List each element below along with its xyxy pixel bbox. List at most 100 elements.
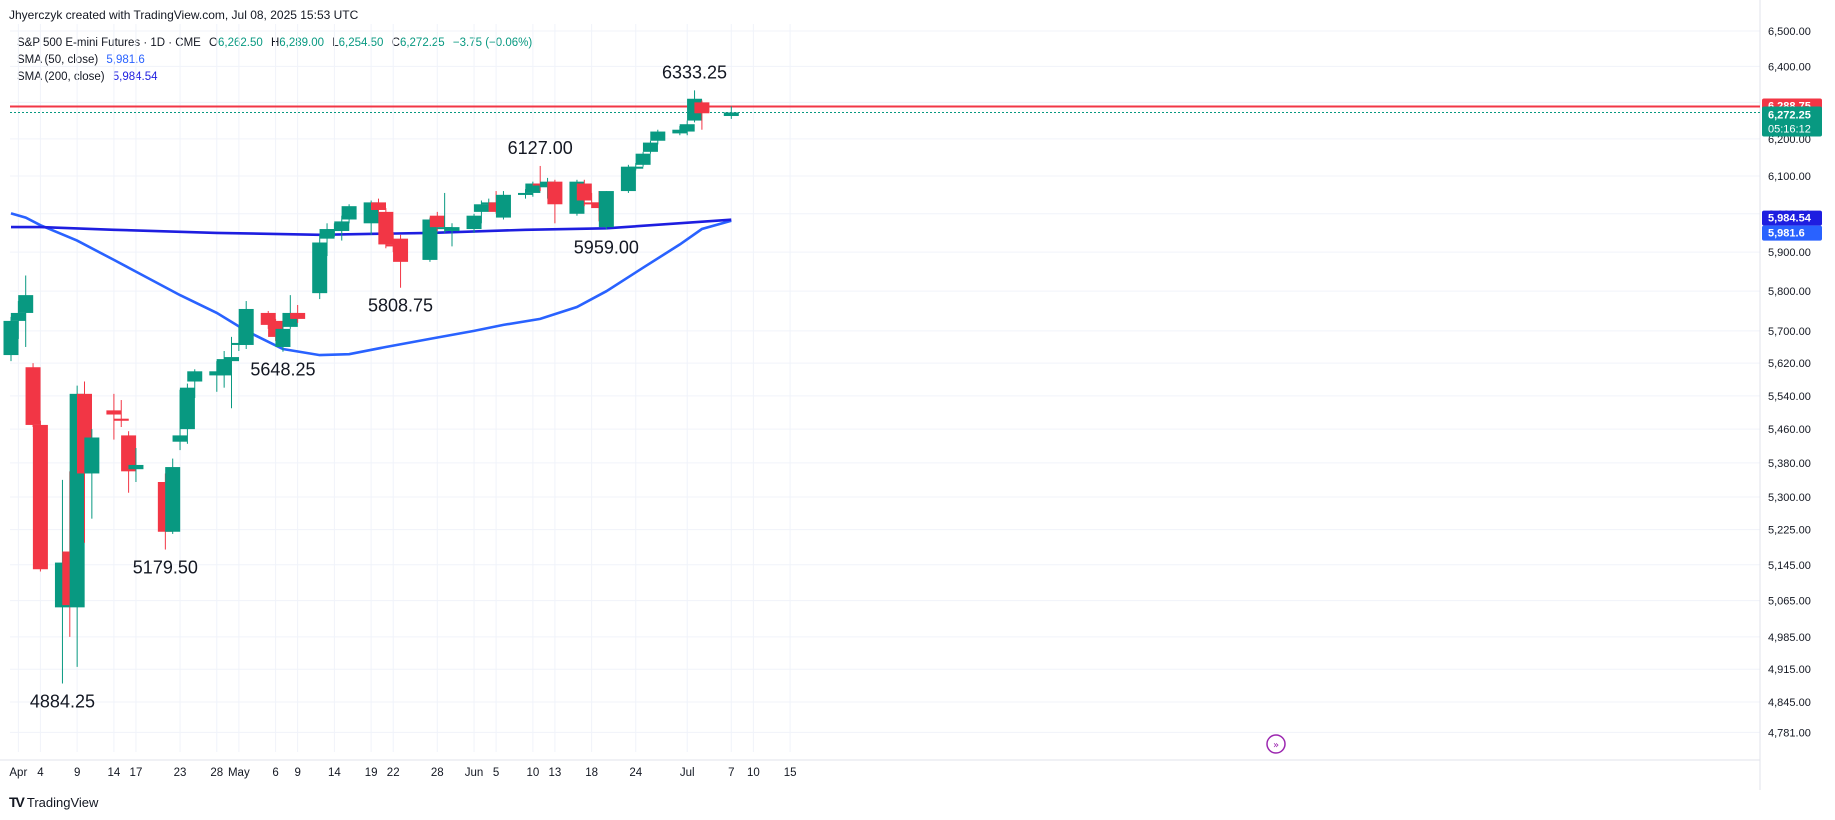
y-tick-label: 5,065.00 [1768,596,1811,608]
sma50-price-label-bg [1762,225,1822,241]
price-annotation: 5179.50 [133,558,198,578]
candle-up[interactable] [444,227,460,231]
candle-up[interactable] [216,359,232,376]
legend-symbol[interactable]: S&P 500 E-mini Futures · 1D · CME [17,37,201,49]
candle-down[interactable] [429,215,445,228]
legend-close: 6,272.25 [399,37,445,49]
candle-down[interactable] [106,410,122,415]
candle-down[interactable] [694,102,710,114]
candle-down[interactable] [113,418,129,421]
tradingview-logo-text: TradingView [26,794,99,810]
candle-down[interactable] [547,181,563,205]
chart-grid [10,24,1760,752]
candle-up[interactable] [18,295,34,313]
chart-credit: Jhyerczyk created with TradingView.com, … [9,8,359,22]
legend-open-key: O [209,37,218,49]
candle-down[interactable] [32,424,48,570]
price-levels [10,105,1760,113]
candle-up[interactable] [495,194,511,218]
price-annotations: 4884.25 5179.50 5648.25 5808.75 6127.00 5959.… [30,62,727,711]
price-annotation: 5808.75 [368,296,433,316]
candle-up[interactable] [128,464,144,470]
candle-up[interactable] [238,308,254,345]
candle-up[interactable] [341,206,357,220]
y-tick-label: 5,540.00 [1768,391,1811,403]
candle-up[interactable] [187,371,203,382]
candle-up[interactable] [179,387,195,430]
candle-up[interactable] [84,437,100,474]
legend-high: 6,289.00 [279,37,325,49]
x-tick-label: 19 [365,767,378,779]
candle-up[interactable] [319,229,335,239]
x-tick-label: 10 [747,767,760,779]
tradingview-logo[interactable]: TV TradingView [9,794,98,810]
legend-close-key: C [391,37,400,49]
legend-low: 6,254.50 [338,37,384,49]
candle-up[interactable] [518,192,533,195]
candle-down[interactable] [290,312,306,319]
price-annotation: 5648.25 [250,360,315,380]
candle-up[interactable] [334,221,350,231]
candle-down[interactable] [576,183,592,201]
legend-sma50-value: 5,981.6 [106,54,145,66]
candle-up[interactable] [224,357,239,362]
y-tick-label: 5,620.00 [1768,358,1811,370]
candle-up[interactable] [723,112,739,117]
sma-line[interactable] [10,212,732,357]
x-tick-label: 28 [210,767,223,779]
candle-up[interactable] [3,320,19,356]
candle-up[interactable] [679,124,695,132]
candle-up[interactable] [628,166,644,169]
candle-up[interactable] [525,183,541,193]
sma200-price-label: 5,984.54 [1768,213,1812,225]
x-tick-label: 13 [549,767,562,779]
y-tick-label: 6,100.00 [1768,171,1811,183]
y-tick-label: 6,400.00 [1768,61,1811,73]
candle-up[interactable] [10,312,26,321]
candle-up[interactable] [172,435,188,442]
candle-up[interactable] [312,242,328,294]
candle-down[interactable] [121,435,137,472]
y-tick-label: 5,380.00 [1768,458,1811,470]
candle-up[interactable] [642,142,658,152]
y-tick-label: 5,800.00 [1768,286,1811,298]
candle-down[interactable] [393,238,409,262]
y-tick-label: 5,460.00 [1768,424,1811,436]
x-tick-label: 9 [74,767,80,779]
y-tick-label: 5,145.00 [1768,560,1811,572]
goto-realtime-icon[interactable] [1266,734,1286,754]
candle-up[interactable] [466,215,482,230]
last-price-value: 6,272.25 [1768,109,1811,121]
candle-up[interactable] [650,131,666,141]
legend-sma50-row[interactable]: SMA (50, close) 5,981.6 [17,52,532,69]
candle-up[interactable] [598,191,614,228]
candle-up[interactable] [620,166,636,192]
x-tick-label: 7 [728,767,734,779]
chart-legend: S&P 500 E-mini Futures · 1D · CME O6,262… [17,35,532,86]
x-tick-label: 10 [526,767,539,779]
candle-down[interactable] [260,312,276,325]
legend-low-key: L [332,37,339,49]
price-chart[interactable]: Apr 4 9 14 17 23 28 May 6 9 14 19 22 28 Jun 5 10 13 18 24 Ju… [0,0,1835,790]
y-tick-label: 5,300.00 [1768,492,1811,504]
x-tick-label: Apr [9,767,27,779]
legend-sma200-label: SMA (200, close) [17,71,105,83]
candle-up[interactable] [672,129,688,134]
candle-down[interactable] [371,202,386,210]
x-tick-label: 23 [174,767,187,779]
candle-up[interactable] [635,153,651,165]
goto-realtime-button[interactable]: » [1266,734,1286,754]
legend-sma200-row[interactable]: SMA (200, close) 5,984.54 [17,69,532,86]
legend-sma50-label: SMA (50, close) [17,54,99,66]
candle-up[interactable] [165,467,181,532]
y-tick-label: 4,845.00 [1768,697,1811,709]
candle-up[interactable] [275,328,291,347]
candle-down[interactable] [25,367,41,425]
y-tick-label: 5,225.00 [1768,525,1811,537]
candle-up[interactable] [422,219,438,260]
legend-change: −3.75 (−0.06%) [452,37,533,49]
bar-countdown: 05:16:12 [1768,123,1811,135]
x-tick-label: 18 [585,767,598,779]
candle-down[interactable] [378,211,394,245]
candle-up[interactable] [473,204,489,212]
